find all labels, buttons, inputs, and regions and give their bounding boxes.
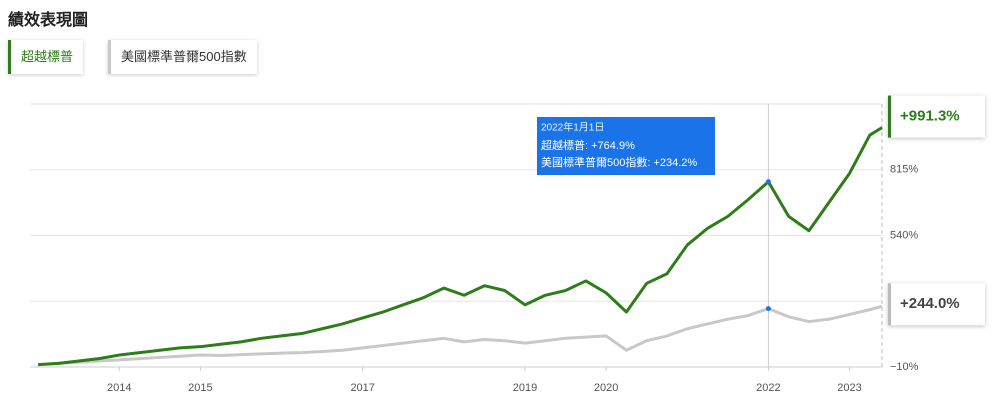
tooltip-box bbox=[537, 117, 715, 175]
hover-point bbox=[765, 306, 771, 312]
series-line bbox=[38, 304, 883, 367]
chart-title: 績效表現圖 bbox=[8, 12, 89, 29]
series-line bbox=[38, 126, 883, 367]
hover-point bbox=[765, 179, 771, 185]
x-tick-label: 2020 bbox=[594, 382, 618, 394]
legend-button[interactable]: 超越標普 bbox=[8, 40, 84, 74]
end-label: +244.0% bbox=[900, 295, 960, 312]
end-label: +991.3% bbox=[900, 108, 960, 125]
end-label-box bbox=[888, 95, 985, 138]
tooltip-date: 2022年1月1日 bbox=[541, 121, 604, 134]
end-label-bar bbox=[888, 283, 891, 326]
legend-button[interactable]: 美國標準普爾500指數 bbox=[108, 40, 257, 74]
x-tick-label: 2014 bbox=[107, 382, 131, 394]
tooltip-line: 超越標普: +764.9% bbox=[541, 138, 635, 152]
end-label-box bbox=[888, 283, 985, 326]
y-tick-label: −10% bbox=[890, 361, 919, 373]
x-tick-label: 2022 bbox=[756, 382, 780, 394]
end-label-bar bbox=[888, 95, 891, 138]
x-tick-label: 2023 bbox=[837, 382, 861, 394]
x-tick-label: 2019 bbox=[513, 382, 537, 394]
y-tick-label: 540% bbox=[890, 229, 918, 241]
tooltip-line: 美國標準普爾500指數: +234.2% bbox=[541, 155, 697, 169]
y-tick-label: 815% bbox=[890, 164, 918, 176]
x-tick-label: 2015 bbox=[188, 382, 212, 394]
x-tick-label: 2017 bbox=[350, 382, 374, 394]
